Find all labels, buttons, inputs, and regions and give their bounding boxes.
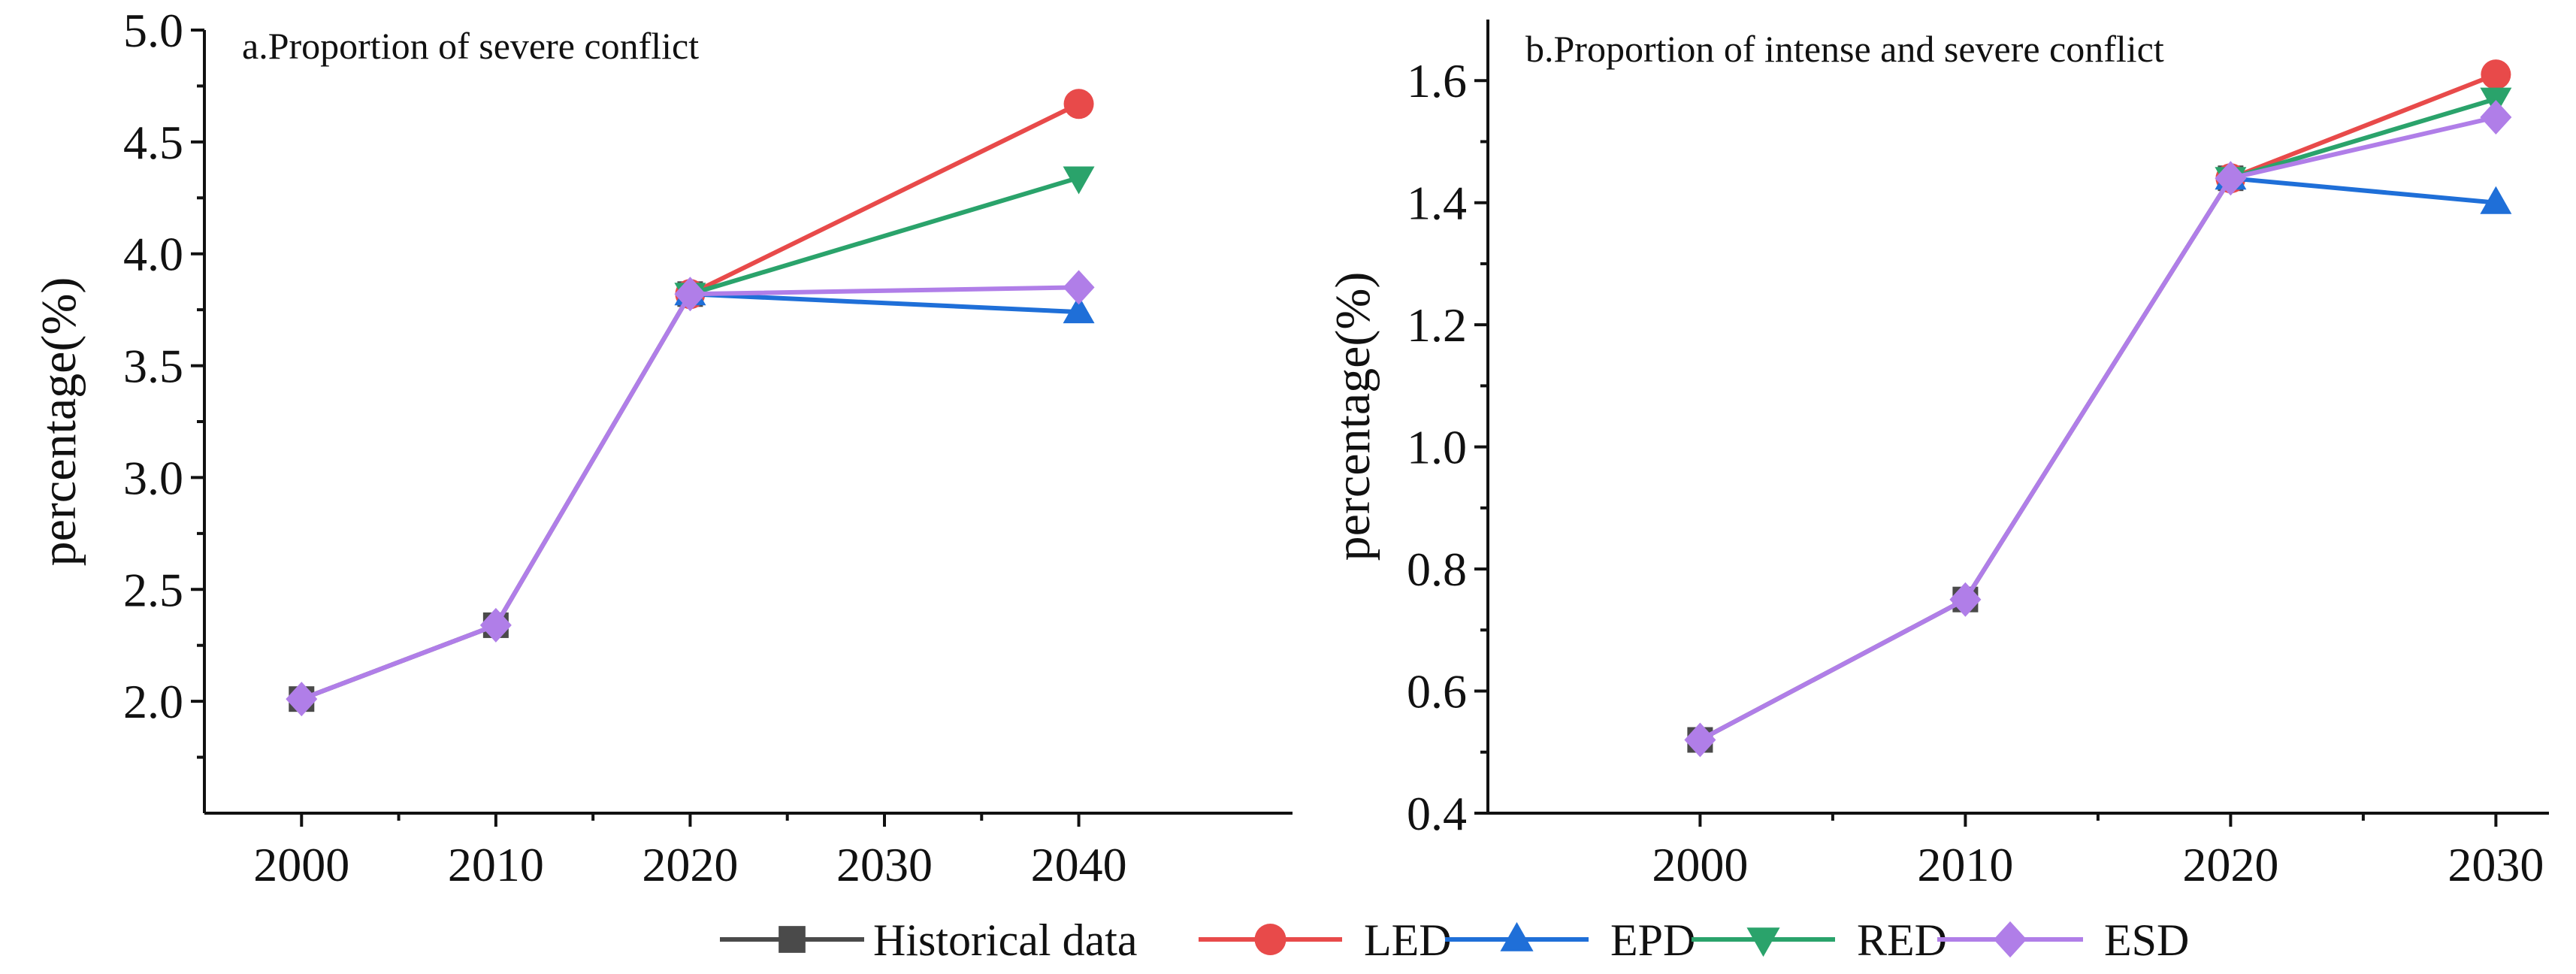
data-point-esd	[674, 277, 706, 312]
data-point-epd	[1063, 295, 1095, 324]
panel-b: 0.4 0.6 0.8 1.0 1.2 1.4 1.6 2000 2010 2020 2030 b.P…	[1326, 20, 2549, 891]
series-line-historical-data	[1698, 177, 2233, 743]
x-tick-label: 2020	[2182, 838, 2278, 891]
legend-label-red: RED	[1857, 915, 1947, 965]
y-tick-label: 5.0	[123, 4, 183, 57]
x-tick-label: 2010	[1917, 838, 2013, 891]
y-tick-label: 4.0	[123, 228, 183, 281]
series-line-esd	[301, 285, 1079, 701]
data-point-esd	[2480, 99, 2512, 135]
data-point-led	[1063, 89, 1094, 119]
series-line-epd	[690, 292, 1079, 315]
y-tick-label: 0.6	[1407, 665, 1467, 718]
legend-label-esd: ESD	[2104, 915, 2189, 965]
y-tick-label: 3.0	[123, 451, 183, 504]
data-point-esd	[1684, 722, 1716, 758]
legend-marker-historical-data	[779, 926, 806, 953]
panel-title: b.Proportion of intense and severe confl…	[1525, 28, 2164, 70]
panel-a: 2.0 2.5 3.0 3.5 4.0 4.5 5.0 2000 2010 2020 2030 204…	[32, 4, 1293, 891]
series-line-red	[2230, 96, 2497, 181]
legend-label-led: LED	[1364, 915, 1452, 965]
y-tick-label: 4.5	[123, 116, 183, 169]
y-tick-label: 1.6	[1407, 54, 1467, 107]
x-tick-label: 2000	[253, 838, 349, 891]
x-tick-label: 2010	[448, 838, 544, 891]
data-point-esd	[1949, 582, 1982, 617]
data-point-esd	[2215, 161, 2247, 196]
data-point-epd	[2480, 186, 2512, 214]
data-point-esd	[1063, 270, 1095, 305]
y-tick-label: 2.0	[123, 675, 183, 728]
data-point-led	[2481, 59, 2511, 90]
legend: Historical data LED EPD RED ESD	[720, 915, 2189, 965]
legend-marker-red	[1746, 927, 1780, 957]
y-tick-label: 2.5	[123, 563, 183, 616]
x-tick-label: 2000	[1652, 838, 1748, 891]
y-tick-label: 0.4	[1407, 787, 1467, 840]
x-tick-label: 2040	[1031, 838, 1127, 891]
legend-marker-esd	[1993, 921, 2027, 958]
series-line-epd	[2230, 176, 2496, 205]
y-axis-label: percentage(%)	[1326, 272, 1380, 561]
series-line-red	[689, 175, 1080, 297]
x-tick-label: 2030	[836, 838, 933, 891]
series-line-led	[689, 101, 1080, 296]
y-tick-label: 1.4	[1407, 177, 1467, 230]
data-point-esd	[286, 682, 318, 717]
panel-title: a.Proportion of severe conflict	[242, 25, 699, 67]
series-line-led	[2230, 72, 2497, 180]
y-tick-label: 1.0	[1407, 421, 1467, 474]
y-tick-label: 1.2	[1407, 298, 1467, 352]
x-tick-label: 2020	[642, 838, 738, 891]
y-tick-label: 0.8	[1407, 543, 1467, 596]
y-axis-label: percentage(%)	[32, 277, 86, 567]
data-point-esd	[479, 607, 512, 643]
legend-label-historical-data: Historical data	[873, 915, 1138, 965]
series-line-esd	[1698, 115, 2497, 743]
legend-marker-led	[1254, 924, 1286, 955]
data-point-red	[1063, 166, 1095, 195]
y-tick-label: 3.5	[123, 340, 183, 393]
legend-label-epd: EPD	[1610, 915, 1695, 965]
x-tick-label: 2030	[2448, 838, 2544, 891]
legend-marker-epd	[1500, 921, 1534, 951]
